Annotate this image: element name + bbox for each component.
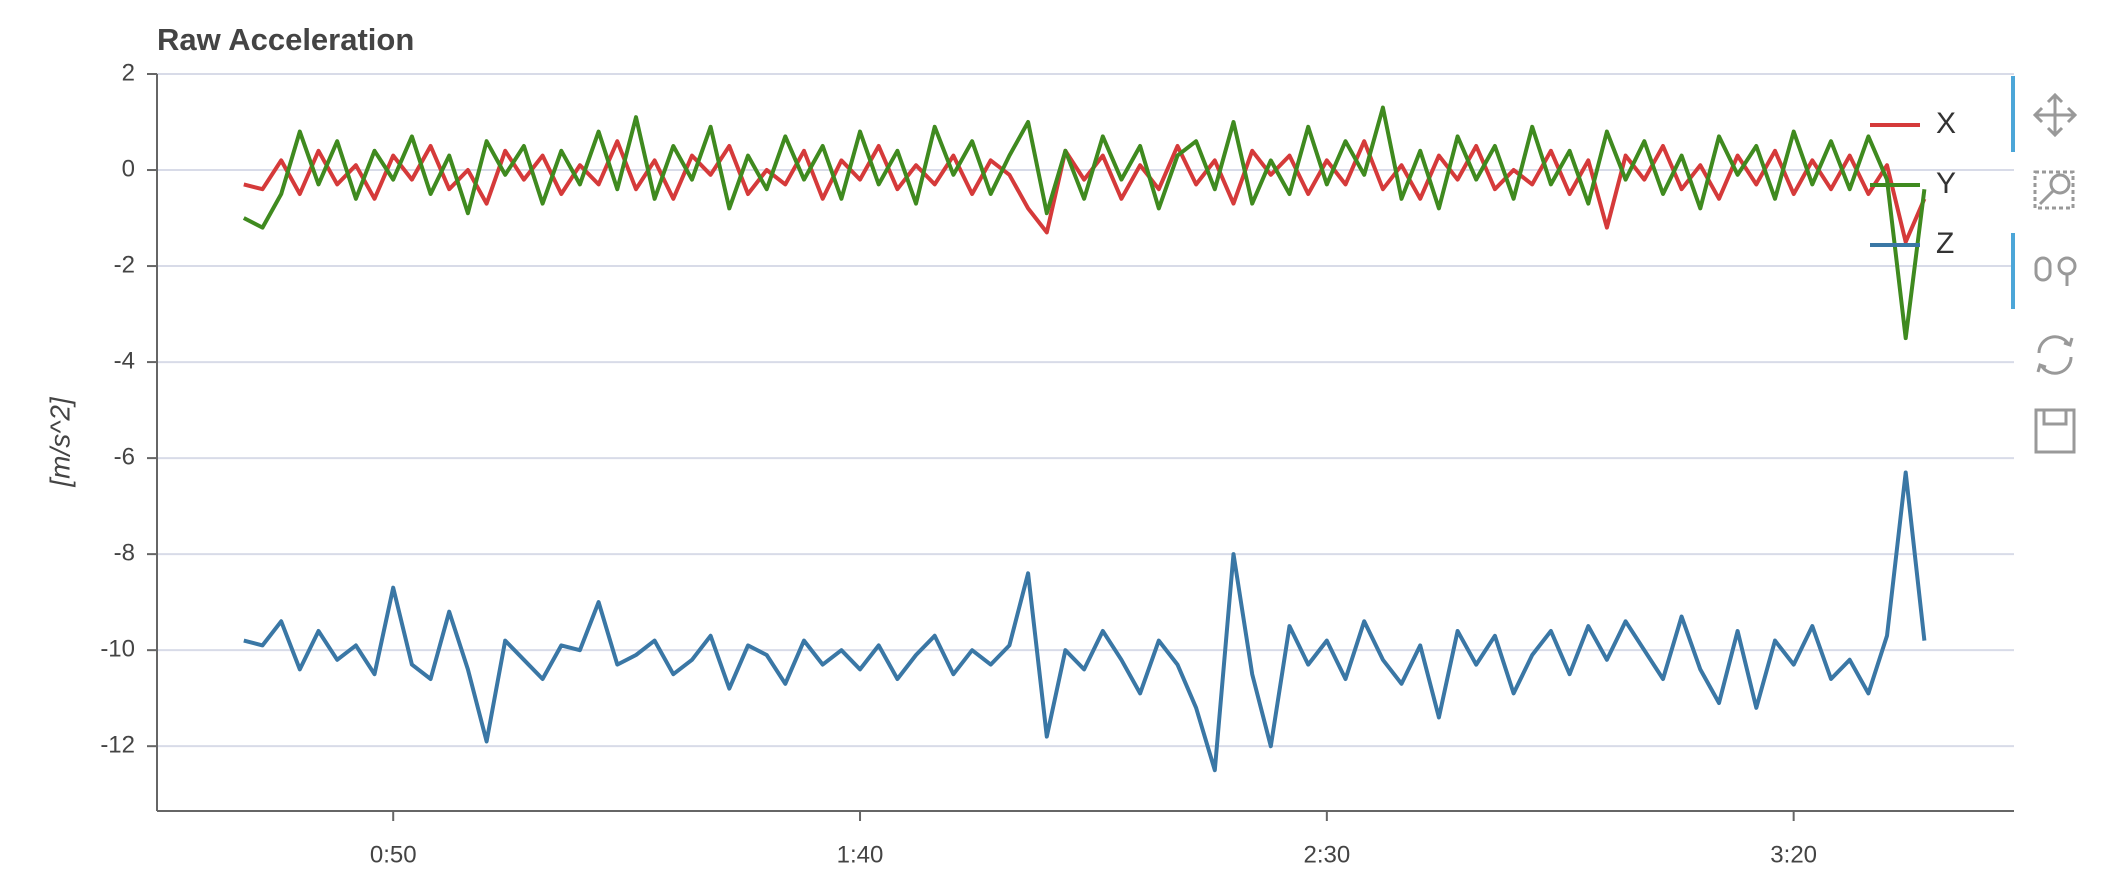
reset-tool[interactable] [2036,335,2074,375]
legend-label: Z [1936,227,1954,260]
x-tick-label: 0:50 [370,841,417,868]
legend-label: X [1936,107,1956,140]
pan-tool[interactable] [2032,92,2078,138]
toolbar [2011,76,2078,454]
y-tick-label: -8 [114,539,135,566]
save-tool[interactable] [2034,408,2076,454]
toolbar-active [2011,76,2015,152]
y-tick-label: -12 [100,732,135,759]
y-tick-label: -10 [100,636,135,663]
series-line [242,105,1927,341]
y-tick-label: 0 [122,155,135,182]
y-tick-label: -2 [114,251,135,278]
toolbar-active [2011,233,2015,309]
series-line [243,470,1927,773]
y-tick-label: -6 [114,443,135,470]
x-tick-label: 3:20 [1770,841,1817,868]
chart-title: Raw Acceleration [157,22,414,57]
y-tick-label: 2 [122,59,135,86]
series-line [243,139,1927,244]
x-tick-label: 1:40 [837,841,884,868]
x-tick-label: 2:30 [1303,841,1350,868]
y-tick-label: -4 [114,347,135,374]
wheel-zoom-tool[interactable] [2034,256,2077,286]
y-axis-label: [m/s^2] [44,396,75,488]
box-zoom-tool[interactable] [2033,170,2075,210]
legend-label: Y [1936,167,1956,200]
